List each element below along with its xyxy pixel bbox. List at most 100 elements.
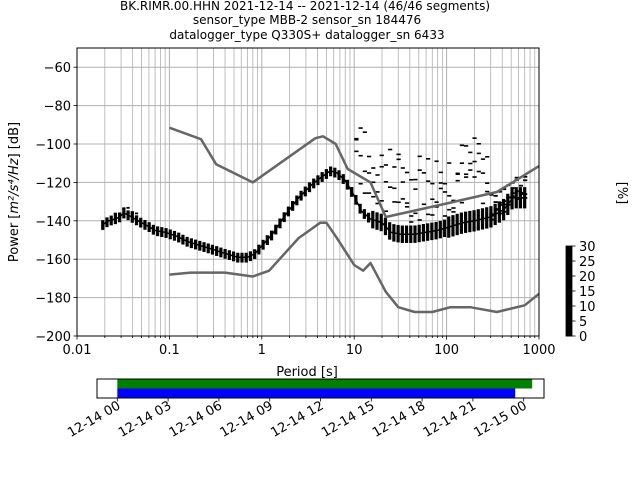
heatmap-cell [383,221,388,224]
heatmap-cell [455,172,460,175]
y-tick-label: −80 [44,100,71,115]
heatmap-cell [438,222,442,225]
heatmap-cell [421,203,427,206]
heatmap-cell [160,229,164,232]
heatmap-cell [122,210,126,213]
heatmap-cell [134,223,139,226]
heatmap-cell [426,227,430,230]
heatmap-cell [464,223,468,226]
heatmap-cell [126,212,130,215]
heatmap-cell [113,222,118,225]
heatmap-cell [189,244,193,247]
heatmap-cell [189,246,193,249]
heatmap-cell [244,258,248,261]
colorbar-segment [566,264,572,267]
heatmap-cell [109,221,113,224]
heatmap-cell [468,230,472,233]
heatmap-cell [274,232,278,235]
timeline-tick-label: 12-14 00 [65,398,123,440]
heatmap-cell [404,206,410,208]
heatmap-cell [193,239,198,242]
heatmap-cell [172,230,177,234]
timeline-bar [117,388,516,398]
heatmap-cell [341,174,345,177]
heatmap-cell [312,178,316,181]
heatmap-cell [476,213,480,216]
heatmap-cell [324,174,328,177]
heatmap-cell [472,221,476,224]
heatmap-cell [472,210,476,213]
heatmap-cell [181,240,185,243]
heatmap-cell [489,223,493,226]
heatmap-cell [198,246,202,249]
heatmap-cell [455,233,459,236]
heatmap-cell [257,250,261,253]
heatmap-cell [451,207,456,209]
heatmap-cell [396,236,400,239]
heatmap-cell [366,212,371,215]
heatmap-cell [464,145,469,147]
heatmap-cell [442,231,447,234]
heatmap-cell [379,223,383,226]
heatmap-cell [451,215,455,218]
heatmap-cell [156,228,160,231]
heatmap-cell [514,189,518,192]
heatmap-cell [421,227,426,230]
heatmap-cell [518,189,523,192]
heatmap-cell [451,220,455,223]
heatmap-cell [464,213,468,216]
heatmap-cell [493,208,498,210]
heatmap-cell [358,209,362,212]
heatmap-cell [210,246,215,249]
heatmap-cell [447,222,451,225]
heatmap-cell [248,259,253,262]
heatmap-cell [257,246,261,249]
heatmap-cell [231,257,236,260]
heatmap-cell [417,226,421,229]
heatmap-cell [400,227,404,230]
heatmap-cell [396,158,401,161]
heatmap-cell [392,229,396,233]
heatmap-cell [472,137,477,139]
heatmap-cell [375,212,379,215]
heatmap-cell [299,190,303,193]
heatmap-cell [459,229,463,232]
heatmap-cell [413,227,417,230]
heatmap-cell [396,230,400,233]
heatmap-cell [459,220,463,223]
heatmap-cell [337,176,341,179]
heatmap-cell [501,212,506,215]
heatmap-cell [371,210,375,214]
heatmap-cell [101,220,105,223]
heatmap-cell [253,251,257,254]
heatmap-cell [514,198,519,201]
heatmap-cell [362,192,367,194]
heatmap-cell [489,218,494,221]
heatmap-cell [210,250,215,253]
heatmap-cell [388,231,392,234]
heatmap-cell [257,252,261,255]
heatmap-cell [447,229,451,232]
heatmap-cell [189,238,193,241]
heatmap-cell [337,177,341,181]
heatmap-cell [497,220,501,223]
heatmap-cell [122,207,126,210]
heatmap-cell [375,191,380,193]
heatmap-cell [447,231,451,234]
heatmap-cell [375,218,379,221]
grid [76,48,539,337]
heatmap-cell [388,222,392,225]
heatmap-cell [404,202,410,204]
heatmap-cell [151,224,155,227]
heatmap-cell [409,227,413,230]
y-tick-label: −60 [44,61,71,76]
heatmap-cell [185,236,189,239]
heatmap-cell [430,226,434,229]
heatmap-cell [501,204,506,207]
heatmap-cell [438,220,442,223]
heatmap-cell [497,212,502,215]
heatmap-cell [514,192,518,195]
heatmap-cell [485,226,489,229]
heatmap-cell [396,228,400,231]
heatmap-cell [413,229,417,232]
